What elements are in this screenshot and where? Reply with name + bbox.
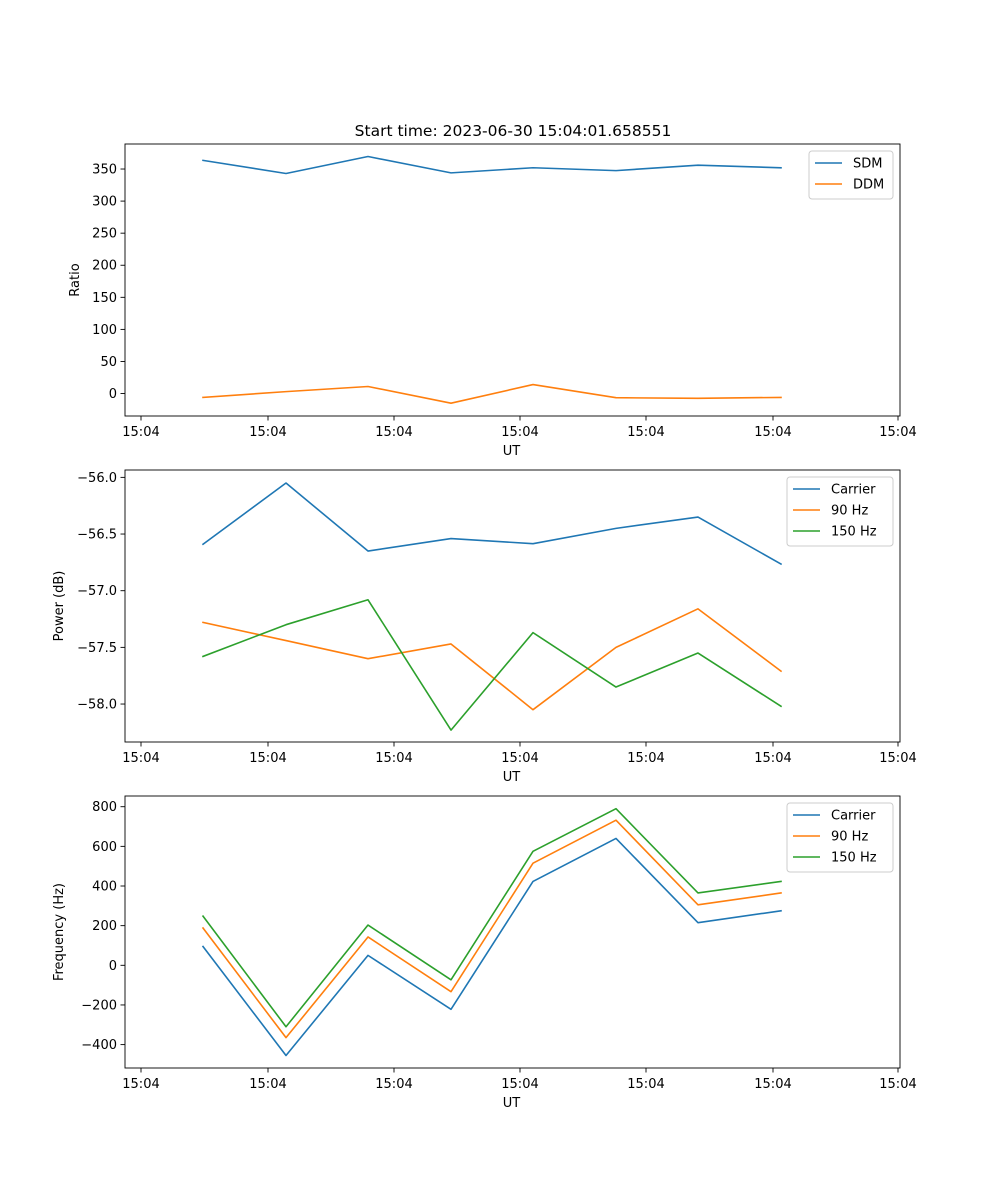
legend: Carrier 90 Hz 150 Hz	[786, 802, 894, 873]
legend-label: Carrier	[831, 483, 876, 498]
x-tick-label: 15:04	[122, 425, 159, 440]
y-tick-label: 300	[92, 195, 117, 210]
y-tick-label: 100	[92, 323, 117, 338]
y-tick-label: 0	[109, 387, 117, 402]
y-tick-label: 0	[109, 959, 117, 974]
x-tick-label: 15:04	[754, 425, 791, 440]
x-tick-label: 15:04	[249, 751, 286, 766]
axes-frame	[124, 469, 901, 743]
legend-label: 90 Hz	[831, 504, 868, 519]
x-tick-label: 15:04	[501, 751, 538, 766]
legend-label: 150 Hz	[831, 525, 877, 540]
series-line-ddm	[202, 383, 782, 404]
legend: SDM DDM	[808, 150, 894, 200]
series-line-carrier	[201, 837, 782, 1057]
x-tick-label: 15:04	[754, 751, 791, 766]
y-tick-label: −58.0	[77, 698, 117, 713]
x-tick-label: 15:04	[627, 751, 664, 766]
y-axis-label: Frequency (Hz)	[52, 883, 67, 981]
y-tick-label: 800	[92, 800, 117, 815]
x-tick-label: 15:04	[249, 1077, 286, 1092]
figure-title: Start time: 2023-06-30 15:04:01.658551	[355, 122, 672, 140]
x-tick-label: 15:04	[375, 1077, 412, 1092]
series-line-carrier	[201, 482, 783, 566]
x-tick-label: 15:04	[249, 425, 286, 440]
legend-label: DDM	[853, 178, 884, 193]
y-tick-label: 350	[92, 163, 117, 178]
legend-box	[786, 476, 894, 547]
axes-frame	[124, 795, 901, 1069]
y-tick-label: −57.5	[77, 641, 117, 656]
y-axis-label: Ratio	[68, 263, 83, 296]
series-line-150-hz	[201, 807, 782, 1028]
x-tick-label: 15:04	[754, 1077, 791, 1092]
x-tick-label: 15:04	[627, 1077, 664, 1092]
x-axis-label: UT	[503, 1096, 521, 1111]
y-tick-label: 400	[92, 880, 117, 895]
y-tick-label: 600	[92, 840, 117, 855]
y-tick-label: −400	[81, 1038, 117, 1053]
legend-label: 90 Hz	[831, 830, 868, 845]
x-tick-label: 15:04	[501, 425, 538, 440]
y-tick-label: 250	[92, 227, 117, 242]
series-line-sdm	[202, 155, 782, 175]
x-tick-label: 15:04	[879, 425, 916, 440]
y-axis-label: Power (dB)	[52, 571, 67, 642]
series-line-90-hz	[201, 819, 782, 1039]
x-tick-label: 15:04	[122, 1077, 159, 1092]
legend-label: 150 Hz	[831, 851, 877, 866]
legend-box	[786, 802, 894, 873]
x-tick-label: 15:04	[375, 425, 412, 440]
legend-label: SDM	[853, 157, 882, 172]
series-line-90-hz	[202, 608, 783, 711]
y-tick-label: 150	[92, 291, 117, 306]
y-tick-label: 50	[100, 355, 117, 370]
chart-panel-2: 15:04 15:04 15:04 15:04 15:04 15:04 15:04 −58.0…	[52, 469, 917, 785]
x-axis-label: UT	[503, 444, 521, 459]
chart-panel-1: 15:04 15:04 15:04 15:04 15:04 15:04 15:04 0 50 10…	[68, 143, 917, 459]
x-tick-label: 15:04	[879, 751, 916, 766]
x-tick-label: 15:04	[879, 1077, 916, 1092]
y-tick-label: −200	[81, 998, 117, 1013]
x-tick-label: 15:04	[375, 751, 412, 766]
x-tick-label: 15:04	[122, 751, 159, 766]
chart-panel-3: 15:04 15:04 15:04 15:04 15:04 15:04 15:04 −400 −…	[52, 795, 917, 1111]
y-tick-label: 200	[92, 919, 117, 934]
x-tick-label: 15:04	[501, 1077, 538, 1092]
axes-frame	[124, 143, 901, 417]
y-tick-label: −56.5	[77, 528, 117, 543]
x-tick-label: 15:04	[627, 425, 664, 440]
y-tick-label: −56.0	[77, 471, 117, 486]
y-tick-label: 200	[92, 259, 117, 274]
y-tick-label: −57.0	[77, 584, 117, 599]
legend: Carrier 90 Hz 150 Hz	[786, 476, 894, 547]
x-axis-label: UT	[503, 770, 521, 785]
legend-label: Carrier	[831, 809, 876, 824]
series-line-150-hz	[201, 598, 783, 731]
